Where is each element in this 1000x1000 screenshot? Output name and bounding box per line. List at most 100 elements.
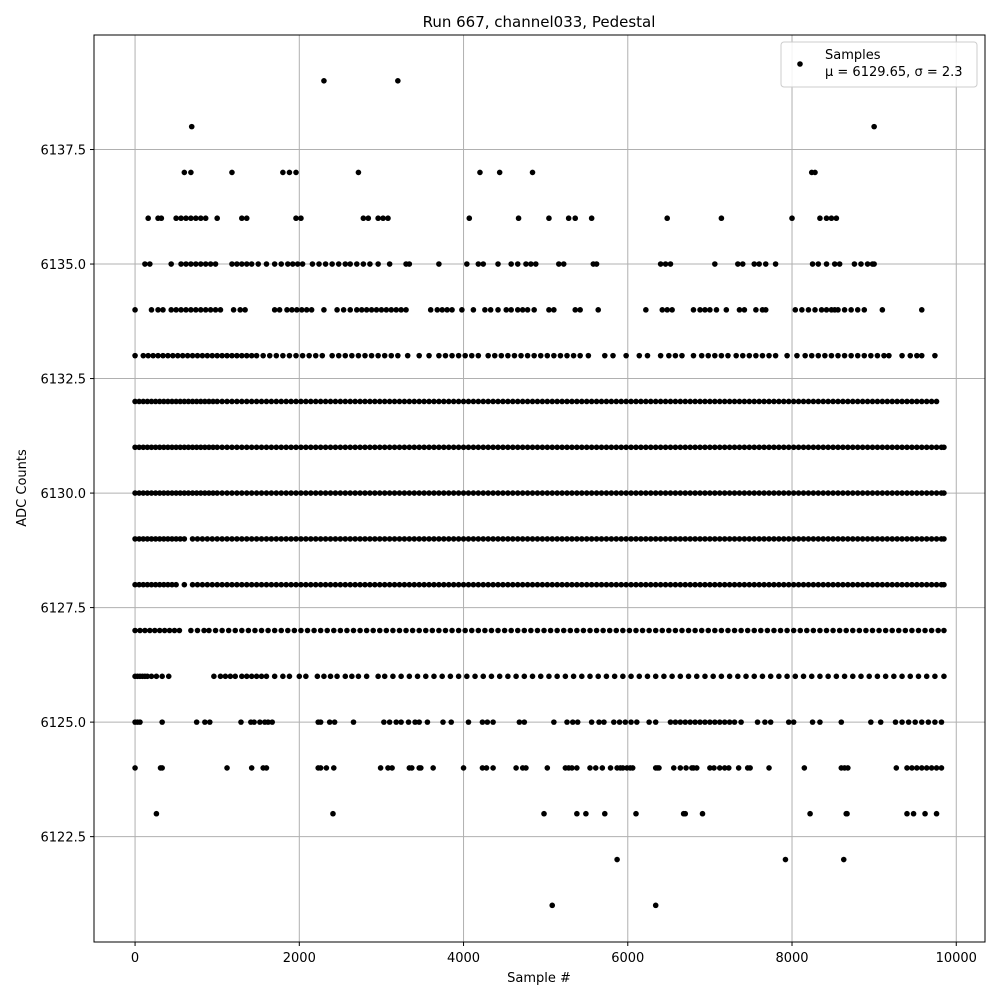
data-point (487, 307, 494, 313)
data-point (177, 536, 184, 542)
data-point (623, 352, 629, 359)
data-point (712, 352, 718, 359)
data-point (593, 398, 600, 405)
data-point (465, 444, 472, 451)
data-point (840, 398, 846, 405)
data-point (378, 307, 385, 313)
data-point (332, 581, 339, 588)
data-point (606, 627, 613, 634)
data-point (638, 444, 644, 451)
data-point (578, 490, 585, 496)
data-point (702, 444, 708, 451)
data-point (510, 536, 516, 542)
data-point (849, 581, 856, 588)
data-point (498, 352, 505, 359)
data-point (514, 627, 521, 634)
data-point (398, 719, 404, 725)
data-point (386, 490, 393, 496)
data-point (171, 627, 178, 634)
data-point (690, 352, 697, 359)
data-point (790, 536, 797, 542)
data-point (785, 490, 792, 496)
data-point (401, 536, 408, 542)
data-point (858, 261, 864, 267)
data-point (628, 719, 634, 725)
data-point (879, 490, 886, 496)
data-point (193, 444, 200, 451)
data-point (243, 352, 250, 359)
data-point (889, 536, 896, 542)
data-point (652, 627, 659, 634)
data-point (278, 581, 285, 588)
data-point (721, 490, 728, 496)
data-point (381, 398, 388, 405)
data-point (738, 719, 744, 725)
data-point (206, 719, 213, 725)
data-point (258, 581, 265, 588)
data-point (234, 261, 240, 267)
data-point (578, 673, 585, 680)
data-point (209, 581, 216, 588)
data-point (312, 490, 319, 496)
data-point (184, 352, 191, 359)
data-point (219, 490, 225, 496)
data-point (322, 490, 329, 496)
data-point (479, 719, 486, 725)
data-point (327, 673, 334, 680)
data-point (329, 352, 335, 359)
data-point (199, 536, 206, 542)
data-point (342, 352, 349, 359)
data-point (662, 581, 669, 588)
data-point (169, 490, 175, 496)
data-point (510, 581, 516, 588)
data-point (899, 444, 905, 451)
data-point (933, 581, 940, 588)
data-point (754, 719, 761, 725)
data-point (789, 215, 795, 222)
data-point (593, 581, 600, 588)
data-point (677, 581, 684, 588)
data-point (669, 307, 675, 313)
data-point (647, 444, 654, 451)
data-point (219, 536, 225, 542)
data-point (441, 444, 447, 451)
data-point (329, 261, 335, 267)
data-point (465, 490, 472, 496)
data-point (858, 673, 864, 680)
data-point (583, 398, 590, 405)
data-point (840, 444, 846, 451)
data-point (268, 444, 275, 451)
data-point (335, 352, 342, 359)
data-point (288, 398, 294, 405)
data-point (599, 765, 606, 771)
data-point (712, 444, 718, 451)
data-point (662, 536, 669, 542)
data-point (177, 398, 184, 405)
data-point (828, 352, 835, 359)
data-point (849, 673, 856, 680)
data-point (460, 765, 467, 771)
data-point (578, 444, 585, 451)
data-point (396, 490, 403, 496)
data-point (303, 581, 309, 588)
data-point (429, 627, 436, 634)
data-point (702, 673, 708, 680)
data-point (790, 444, 797, 451)
data-point (409, 627, 416, 634)
data-point (726, 719, 733, 725)
data-point (322, 536, 329, 542)
data-point (889, 581, 896, 588)
data-point (513, 673, 519, 680)
data-point (537, 673, 544, 680)
data-point (593, 490, 600, 496)
data-point (541, 810, 547, 817)
data-point (396, 627, 403, 634)
data-point (465, 719, 472, 725)
data-point (166, 627, 173, 634)
data-point (751, 581, 758, 588)
data-point (539, 490, 546, 496)
data-point (914, 490, 920, 496)
data-point (194, 581, 201, 588)
data-point (510, 398, 516, 405)
data-point (367, 536, 373, 542)
